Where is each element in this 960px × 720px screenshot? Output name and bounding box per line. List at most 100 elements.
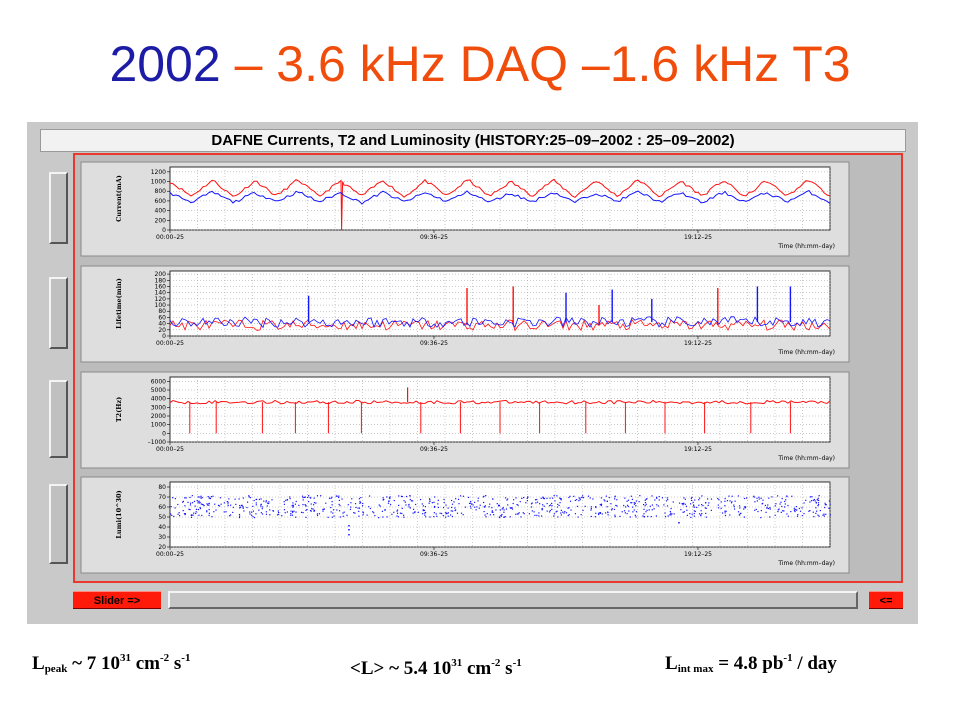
lumi-point [664, 512, 666, 514]
lumi-point [600, 504, 602, 507]
lumi-point [787, 504, 789, 507]
lumi-point [330, 506, 332, 509]
lumi-point [431, 502, 433, 504]
lumi-point [543, 498, 546, 500]
lumi-point [343, 511, 345, 513]
lumi-point [338, 499, 341, 502]
lumi-point [401, 507, 403, 509]
lumi-point [724, 512, 726, 514]
lumi-point [611, 509, 613, 511]
lumi-point [290, 514, 292, 516]
lumi-point [238, 513, 241, 516]
lumi-point [696, 506, 698, 508]
lumi-point [534, 499, 537, 501]
lumi-point [693, 512, 695, 515]
lumi-point [355, 506, 357, 509]
lumi-point [551, 505, 553, 507]
lumi-point [422, 510, 424, 512]
lumi-point [291, 510, 294, 513]
lumi-point [292, 502, 294, 504]
lumi-point [638, 501, 640, 503]
lumi-point [694, 499, 696, 501]
lumi-point [774, 505, 776, 507]
lumi-point [519, 501, 521, 503]
lumi-point [760, 497, 762, 499]
lumi-point [822, 514, 824, 516]
lumi-point [720, 501, 722, 503]
lumi-point [600, 503, 603, 505]
lumi-point [447, 512, 449, 514]
lumi-point [269, 509, 271, 511]
lumi-point [626, 504, 629, 506]
lumi-point [724, 510, 726, 512]
lumi-point [549, 509, 551, 512]
lumi-point [704, 507, 707, 509]
lumi-point [171, 514, 173, 517]
lumi-point [248, 495, 250, 497]
lumi-point [338, 495, 340, 497]
lumi-point [776, 495, 779, 497]
back-button[interactable]: <= [869, 591, 903, 609]
y-tick-label: 60 [158, 314, 166, 321]
lumi-point [468, 502, 471, 505]
lumi-point [682, 503, 684, 505]
lumi-point [225, 511, 227, 513]
lumi-point [700, 515, 702, 517]
lumi-point [462, 495, 464, 497]
lumi-point [689, 512, 691, 515]
lumi-point [623, 504, 625, 507]
slider-button[interactable]: Slider => [73, 591, 161, 609]
lumi-point [261, 506, 263, 508]
lumi-point [553, 513, 555, 515]
lumi-point [302, 511, 304, 514]
side-button-3[interactable] [49, 380, 68, 458]
y-tick-label: 0 [162, 227, 166, 234]
lumi-point [445, 511, 447, 513]
lumi-point [368, 506, 370, 508]
lumi-point [470, 502, 472, 504]
lumi-point [669, 510, 671, 513]
lumi-point [559, 502, 561, 504]
lumi-point [456, 512, 459, 514]
lumi-point [467, 496, 470, 499]
lumi-point [412, 500, 414, 502]
slider-track[interactable] [168, 591, 858, 609]
lumi-point [642, 515, 644, 517]
lumi-point [199, 507, 201, 509]
lumi-point [656, 497, 658, 499]
lumi-point [766, 506, 768, 508]
lumi-point [315, 502, 317, 504]
lumi-point [200, 495, 202, 497]
side-button-1[interactable] [49, 172, 68, 244]
lumi-point [507, 498, 509, 500]
y-tick-label: 20 [158, 544, 166, 551]
lumi-point [193, 500, 196, 503]
lumi-point [285, 499, 287, 501]
lumi-point [702, 504, 704, 507]
lumi-point [818, 495, 820, 497]
lumi-point [302, 504, 304, 506]
lumi-point [780, 501, 782, 503]
lumi-point [391, 513, 393, 515]
lumi-point [651, 504, 654, 506]
lumi-point [433, 516, 435, 518]
lumi-point [720, 507, 722, 509]
lumi-point [389, 496, 391, 498]
lumi-point [611, 508, 613, 510]
lumi-point [357, 507, 359, 509]
lumi-point [536, 514, 538, 516]
lumi-point [705, 512, 707, 515]
side-button-4[interactable] [49, 484, 68, 564]
lumi-point [460, 512, 463, 514]
lumi-point [313, 509, 315, 511]
lumi-point [700, 510, 702, 512]
lumi-point [667, 515, 669, 517]
lumi-point [559, 497, 561, 499]
lumi-point [809, 496, 812, 498]
lumi-point [386, 516, 388, 518]
lumi-point [801, 514, 803, 517]
lumi-point [523, 496, 525, 499]
lumi-point [724, 514, 727, 517]
side-button-2[interactable] [49, 277, 68, 349]
lumi-point [206, 511, 208, 513]
